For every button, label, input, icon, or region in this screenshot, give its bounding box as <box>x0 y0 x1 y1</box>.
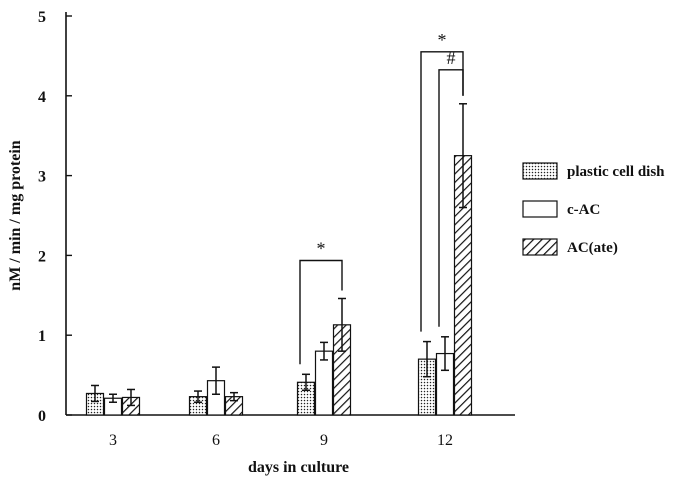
x-tick-label: 3 <box>109 432 117 449</box>
y-tick-label: 4 <box>38 89 46 106</box>
y-axis-title: nM / min / mg protein <box>7 140 24 290</box>
x-axis-title: days in culture <box>248 459 349 476</box>
y-tick-label: 2 <box>38 248 46 265</box>
y-tick-label: 0 <box>38 408 46 425</box>
x-tick-label: 12 <box>437 432 453 449</box>
legend-swatch <box>522 162 558 180</box>
legend-swatch <box>522 238 558 256</box>
significance-bracket <box>438 69 464 327</box>
significance-label: # <box>447 48 456 68</box>
legend-swatch <box>522 200 558 218</box>
bar <box>314 350 334 416</box>
legend-label: c-AC <box>567 202 600 218</box>
significance-label: * <box>438 30 447 50</box>
significance-label: * <box>317 238 326 258</box>
x-tick-label: 9 <box>320 432 328 449</box>
x-tick-label: 6 <box>212 432 220 449</box>
bars <box>85 103 473 416</box>
y-tick-label: 3 <box>38 169 46 186</box>
significance-annotations: **# <box>299 30 464 365</box>
y-tick-label: 5 <box>38 9 46 26</box>
y-tick-label: 1 <box>38 328 46 345</box>
legend-label: plastic cell dish <box>567 164 665 180</box>
legend-label: AC(ate) <box>567 240 618 256</box>
significance-bracket <box>299 259 343 365</box>
legend: plastic cell dish c-AC AC(ate) <box>522 162 665 256</box>
